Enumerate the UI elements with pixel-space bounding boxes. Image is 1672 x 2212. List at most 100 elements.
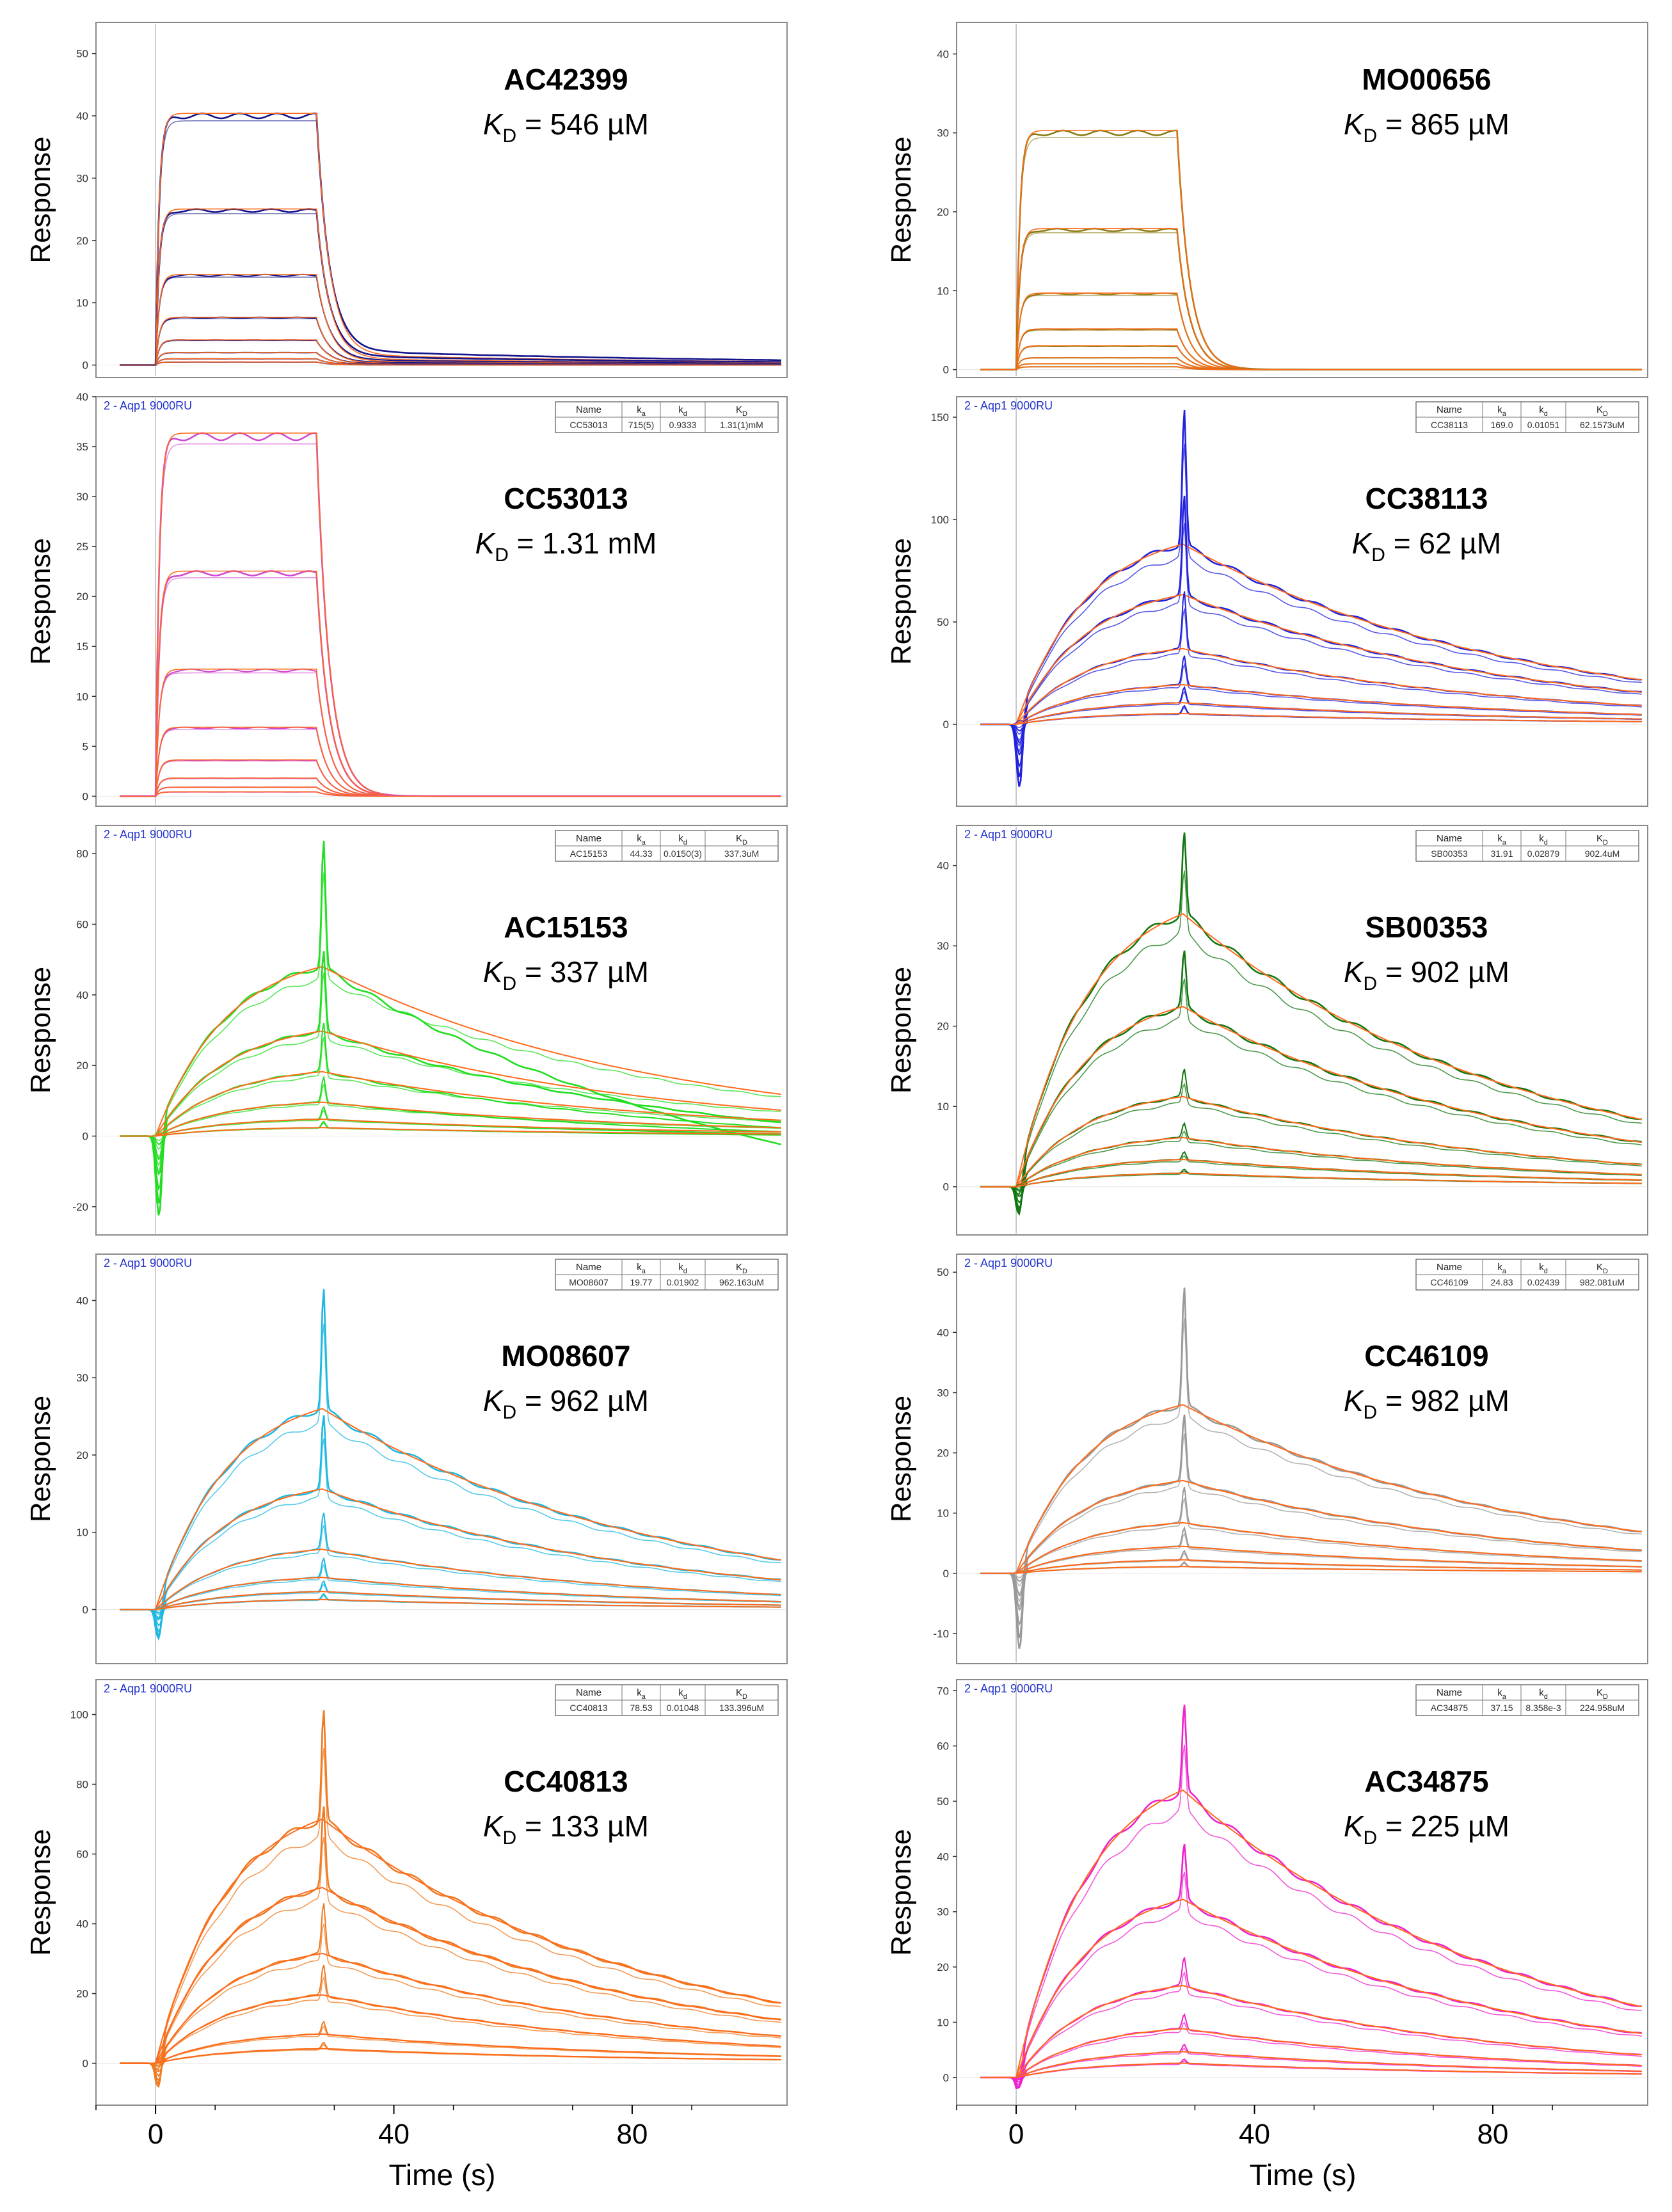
sensorgram-replicate-4 (120, 1975, 781, 2067)
table-value-cell: 8.358e-3 (1525, 1703, 1561, 1713)
compound-name: CC38113 (1365, 482, 1488, 515)
table-value-cell: 1.31(1)mM (720, 420, 763, 430)
table-value-cell: 962.163uM (719, 1277, 764, 1287)
table-value-cell: 133.396uM (719, 1703, 764, 1713)
table-value-cell: 44.33 (630, 848, 652, 859)
table-header-cell: KD (736, 404, 747, 418)
y-tick-label: 40 (76, 391, 88, 403)
sensorgram-replicate-4 (980, 2021, 1642, 2080)
table-header-cell: kd (678, 404, 687, 418)
table-value-cell: 715(5) (628, 420, 654, 430)
table-value-cell: 0.02879 (1527, 848, 1560, 859)
kinetics-table: Name CC53013 ka 715(5) kd 0.9333 KD 1.31(1)mM (555, 401, 779, 433)
plot-frame (956, 396, 1648, 807)
table-header-cell: KD (736, 1687, 747, 1701)
y-tick-label: 40 (76, 989, 88, 1001)
sensorgram-replicate-3 (980, 1497, 1642, 1595)
panel-mo08607: 0 10 20 30 40 Response 2 - Aqp1 9000RU Name MO08… (25, 1253, 788, 1664)
kd-value: KD = 133 µM (483, 1810, 649, 1849)
fit-curve-3 (980, 1985, 1642, 2078)
y-axis-label: Response (25, 967, 56, 1094)
y-tick-label: 10 (937, 285, 949, 297)
table-header-cell: Name (576, 404, 601, 415)
y-tick-label: 40 (937, 1850, 949, 1863)
y-tick-label: 5 (83, 740, 88, 752)
sensorgram-replicate-3 (980, 1083, 1642, 1195)
y-tick-label: 25 (76, 541, 88, 553)
fit-curve-5 (980, 1158, 1642, 1188)
y-tick-label: 20 (937, 206, 949, 218)
fit-curve-6 (980, 1566, 1642, 1574)
y-tick-label: 50 (76, 48, 88, 60)
fit-curve-5 (980, 1559, 1642, 1574)
y-tick-label: 60 (76, 1849, 88, 1861)
y-axis-label: Response (25, 1829, 56, 1955)
table-value-cell: 62.1573uM (1580, 420, 1625, 430)
fit-curve-6 (980, 1172, 1642, 1188)
y-tick-label: 30 (76, 491, 88, 503)
y-axis-label: Response (25, 136, 56, 263)
fit-curve-1 (120, 966, 781, 1137)
fit-curve-4 (980, 683, 1642, 725)
fit-curve-5 (120, 1118, 781, 1137)
y-tick-label: 0 (83, 790, 88, 802)
sensorgram-replicate-3 (980, 608, 1642, 742)
table-header-cell: Name (576, 833, 601, 844)
table-value-cell: 78.53 (630, 1703, 652, 1713)
y-tick-label: 40 (937, 48, 949, 60)
y-tick-label: 0 (943, 1568, 949, 1580)
sensorgram-replicate-2 (120, 1438, 781, 1620)
y-tick-label: 0 (83, 1131, 88, 1143)
table-value-cell: 19.77 (630, 1277, 652, 1287)
table-header-cell: ka (637, 833, 646, 847)
kd-value: KD = 865 µM (1344, 107, 1509, 147)
y-tick-label: 0 (943, 1181, 949, 1193)
table-header-cell: KD (1596, 404, 1608, 418)
fit-curve-1 (980, 1404, 1642, 1574)
sensorgram-replicate-2 (120, 1836, 781, 2071)
table-value-cell: 0.01048 (667, 1703, 699, 1713)
table-header-cell: ka (637, 1687, 646, 1701)
y-axis-label: Response (886, 538, 917, 665)
fit-curve-6 (120, 1598, 781, 1611)
compound-name: MO00656 (1362, 63, 1491, 96)
sensorgram-replicate-1 (120, 872, 781, 1174)
fit-curve-4 (120, 1577, 781, 1611)
fit-curve-8 (980, 366, 1642, 370)
y-axis-label: Response (886, 136, 917, 263)
y-axis-label: Response (886, 1829, 917, 1955)
fit-curve-1 (980, 1789, 1642, 2078)
fit-curve-3 (120, 1952, 781, 2064)
y-tick-label: 20 (76, 235, 88, 247)
plot-frame (95, 1253, 788, 1664)
plot-frame (956, 1253, 1648, 1664)
sensorgram-replicate-4 (120, 1083, 781, 1150)
table-header-cell: Name (1437, 833, 1462, 844)
y-tick-label: 10 (76, 1527, 88, 1539)
table-value-cell: 37.15 (1490, 1703, 1513, 1713)
fit-curve-8 (120, 362, 781, 366)
y-tick-label: 70 (937, 1685, 949, 1697)
table-header-cell: kd (1539, 833, 1548, 847)
sensorgram-replicate-2 (120, 213, 781, 366)
fit-curve-6 (980, 713, 1642, 725)
table-header-cell: KD (736, 833, 747, 847)
table-value-cell: 24.83 (1490, 1277, 1513, 1287)
fit-curve-1 (980, 543, 1642, 725)
table-value-cell: 0.02439 (1527, 1277, 1560, 1287)
sensorgram-replicate-3 (120, 1037, 781, 1158)
fit-curve-2 (980, 594, 1642, 725)
fit-curve-5 (980, 702, 1642, 725)
kd-value: KD = 337 µM (483, 955, 649, 994)
panel-cc53013: 0 5 10 15 20 25 30 35 40 Response 2 - Aqp1 9000RU N… (25, 391, 788, 807)
y-tick-label: 10 (937, 1101, 949, 1113)
y-tick-label: 15 (76, 641, 88, 653)
x-tick-label: 40 (1239, 2119, 1270, 2150)
panel-ac42399: 0 10 20 30 40 50 Response AC42399 KD = 546 µM (25, 22, 788, 378)
kd-value: KD = 962 µM (483, 1384, 649, 1423)
plot-frame (95, 396, 788, 807)
table-value-cell: MO08607 (569, 1277, 609, 1287)
sensorgram-replicate-4 (120, 1563, 781, 1616)
kd-value: KD = 1.31 mM (475, 527, 657, 566)
y-tick-label: 20 (76, 591, 88, 603)
